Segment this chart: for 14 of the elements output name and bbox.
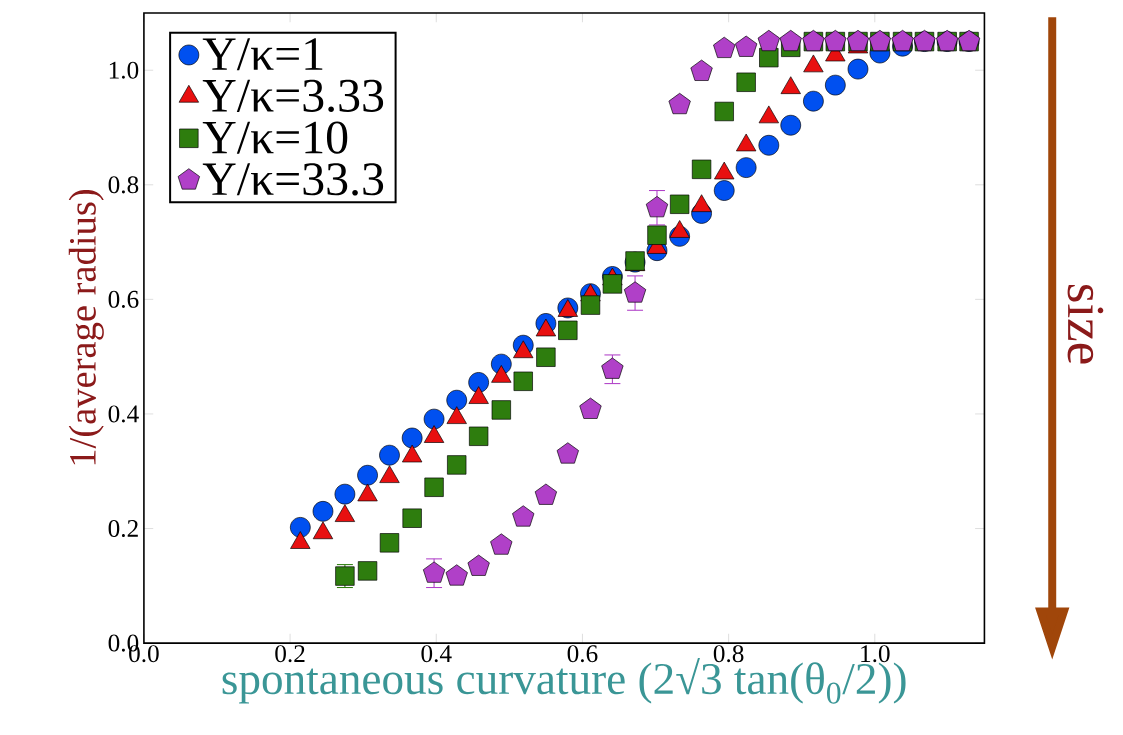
legend-label: Y/κ=3.33 — [202, 79, 384, 113]
text: size — [1067, 284, 1104, 364]
y-tick-label: 0.2 — [108, 520, 138, 538]
legend-label: Y/κ=33.3 — [202, 163, 384, 196]
legend-label: Y/κ=1 — [202, 38, 323, 71]
x-tick-label: 0.4 — [421, 645, 452, 663]
y-tick-label: 0.4 — [108, 405, 139, 423]
y-axis-title: 1/(average radius) — [68, 190, 104, 465]
y-tick-label: 1.0 — [109, 61, 139, 79]
legend-label: Y/κ=10 — [202, 121, 348, 154]
y-tick-label: 0.6 — [108, 290, 139, 309]
x-tick-label: 1.0 — [861, 645, 890, 663]
y-tick-label: 0.8 — [108, 176, 139, 194]
x-tick-label: 0.6 — [567, 645, 598, 663]
